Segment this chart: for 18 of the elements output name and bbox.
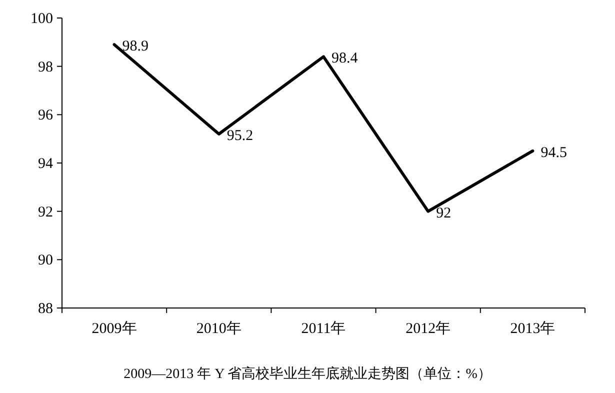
data-label: 92 (436, 205, 452, 222)
y-tick-label: 96 (38, 108, 54, 124)
y-tick-label: 92 (38, 204, 53, 220)
y-tick-label: 88 (38, 301, 53, 317)
data-label: 98.9 (122, 38, 149, 55)
x-tick-label: 2012年 (406, 320, 451, 337)
data-label: 98.4 (332, 50, 358, 67)
x-tick-label: 2011年 (301, 320, 346, 337)
data-label: 95.2 (226, 128, 254, 144)
data-label: 94.5 (540, 144, 567, 161)
x-tick-label: 2013年 (510, 320, 556, 337)
y-tick-label: 90 (38, 252, 53, 269)
x-tick-label: 2010年 (196, 320, 242, 337)
y-tick-label: 98 (38, 59, 53, 76)
y-tick-label: 94 (38, 156, 54, 172)
x-tick-label: 2009年 (92, 320, 137, 337)
y-tick-label: 100 (30, 11, 53, 27)
text: 2009—2013 年 Y 省高校毕业生年底就业走势图（单位：%） (124, 366, 492, 382)
